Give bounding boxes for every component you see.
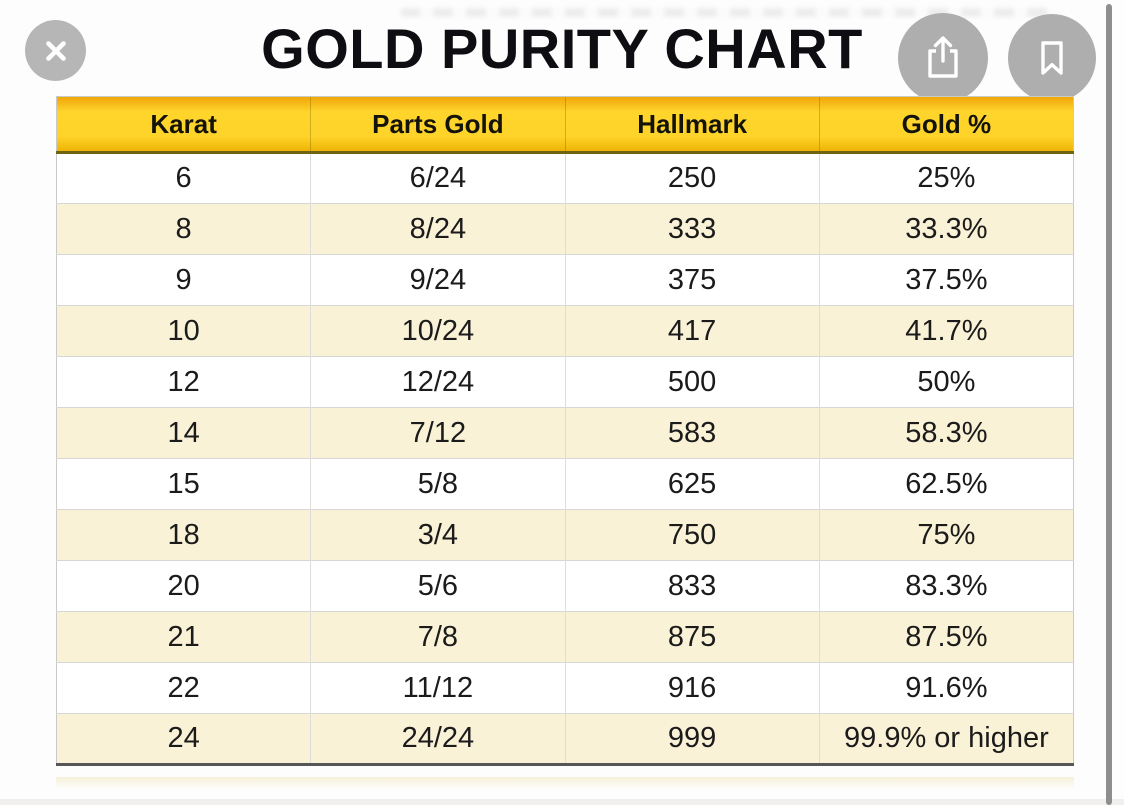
- page-title: GOLD PURITY CHART: [261, 17, 863, 80]
- table-cell: 22: [56, 662, 311, 714]
- table-cell: 58.3%: [818, 407, 1074, 459]
- bookmark-icon: [1041, 41, 1063, 75]
- table-cell: 5/8: [310, 458, 565, 510]
- table-cell: 41.7%: [818, 305, 1074, 357]
- table-cell: 83.3%: [818, 560, 1074, 612]
- table-row: 15 5/8 625 62.5%: [56, 458, 1074, 510]
- table-cell: 417: [564, 305, 820, 357]
- column-header: Gold %: [818, 96, 1074, 154]
- table-cell: 18: [56, 509, 311, 561]
- table-row: 18 3/4 750 75%: [56, 509, 1074, 561]
- table-cell: 87.5%: [818, 611, 1074, 663]
- table-cell: 12/24: [310, 356, 565, 408]
- table-cell: 916: [564, 662, 820, 714]
- table-cell: 20: [56, 560, 311, 612]
- table-cell: 50%: [818, 356, 1074, 408]
- table-cell: 24/24: [310, 713, 565, 765]
- table-row: 20 5/6 833 83.3%: [56, 560, 1074, 612]
- table-cell: 875: [564, 611, 820, 663]
- table-cell: 62.5%: [818, 458, 1074, 510]
- table-row: 8 8/24 333 33.3%: [56, 203, 1074, 255]
- table-cell: 33.3%: [818, 203, 1074, 255]
- table-cell: 10/24: [310, 305, 565, 357]
- table-cell: 21: [56, 611, 311, 663]
- table-cell: 5/6: [310, 560, 565, 612]
- table-cell: 99.9% or higher: [818, 713, 1074, 765]
- table-cell: 11/12: [310, 662, 565, 714]
- table-cell: 999: [564, 713, 820, 765]
- column-header: Hallmark: [564, 96, 820, 154]
- column-header: Parts Gold: [310, 96, 565, 154]
- table-cell: 14: [56, 407, 311, 459]
- table-cell: 750: [564, 509, 820, 561]
- table-row: 21 7/8 875 87.5%: [56, 611, 1074, 663]
- table-cell: 91.6%: [818, 662, 1074, 714]
- close-button[interactable]: [25, 20, 86, 81]
- table-cell: 9/24: [310, 254, 565, 306]
- table-cell: 6: [56, 152, 311, 204]
- table-cell: 75%: [818, 509, 1074, 561]
- table-header-row: Karat Parts Gold Hallmark Gold %: [56, 96, 1074, 154]
- table-cell: 625: [564, 458, 820, 510]
- table-cell: 15: [56, 458, 311, 510]
- table-cell: 333: [564, 203, 820, 255]
- table-cell: 6/24: [310, 152, 565, 204]
- table-cell: 500: [564, 356, 820, 408]
- table-cell: 583: [564, 407, 820, 459]
- table-cell: 250: [564, 152, 820, 204]
- table-cell: 833: [564, 560, 820, 612]
- table-body: 6 6/24 250 25% 8 8/24 333 33.3% 9 9/24 375 37.5% 10 1…: [56, 152, 1074, 765]
- table-row: 12 12/24 500 50%: [56, 356, 1074, 408]
- bookmark-button[interactable]: [1008, 14, 1096, 102]
- table-cell: 9: [56, 254, 311, 306]
- table-cell: 3/4: [310, 509, 565, 561]
- table-row: 9 9/24 375 37.5%: [56, 254, 1074, 306]
- table-row: 6 6/24 250 25%: [56, 152, 1074, 204]
- artifact-smudge: [400, 8, 1060, 17]
- scrollbar[interactable]: [1106, 4, 1112, 805]
- table-cell: 25%: [818, 152, 1074, 204]
- column-header: Karat: [56, 96, 311, 154]
- close-icon: [45, 40, 66, 61]
- table-row: 22 11/12 916 91.6%: [56, 662, 1074, 714]
- table-row: 24 24/24 999 99.9% or higher: [56, 713, 1074, 765]
- table-cell: 375: [564, 254, 820, 306]
- table-cell: 8: [56, 203, 311, 255]
- table-cell: 8/24: [310, 203, 565, 255]
- table-cell: 37.5%: [818, 254, 1074, 306]
- table-row: 14 7/12 583 58.3%: [56, 407, 1074, 459]
- table-cell: 10: [56, 305, 311, 357]
- share-icon: [928, 36, 958, 78]
- gold-purity-table: Karat Parts Gold Hallmark Gold % 6 6/24 250 25…: [56, 96, 1074, 766]
- table-shadow: [56, 777, 1074, 790]
- table-cell: 24: [56, 713, 311, 765]
- share-button[interactable]: [898, 13, 988, 103]
- table-cell: 12: [56, 356, 311, 408]
- screen-edge: [0, 799, 1124, 805]
- table-cell: 7/12: [310, 407, 565, 459]
- table-cell: 7/8: [310, 611, 565, 663]
- table-row: 10 10/24 417 41.7%: [56, 305, 1074, 357]
